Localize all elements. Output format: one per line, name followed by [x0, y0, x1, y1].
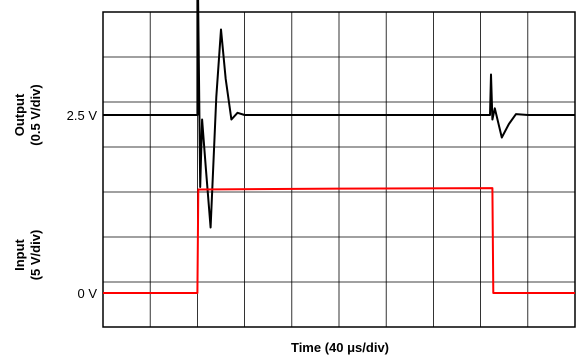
grid-lines: [103, 12, 575, 327]
output-axis-scale: (0.5 V/div): [28, 84, 43, 145]
x-axis-label: Time (40 μs/div): [291, 340, 389, 355]
output-reference-label: 2.5 V: [67, 108, 98, 123]
traces: [103, 0, 575, 294]
input-axis-label: Input: [12, 238, 27, 270]
input-trace: [103, 187, 575, 294]
input-axis-scale: (5 V/div): [28, 230, 43, 281]
output-axis-label: Output: [12, 93, 27, 136]
output-trace: [103, 0, 575, 229]
plot-frame: [102, 11, 576, 328]
input-reference-label: 0 V: [77, 286, 97, 301]
